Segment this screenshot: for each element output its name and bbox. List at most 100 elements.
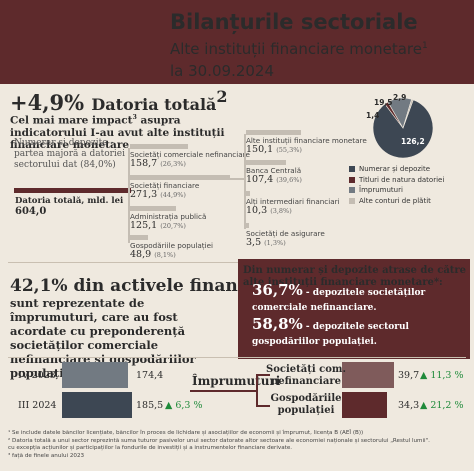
sector-value-pct: (26,3%) bbox=[160, 160, 186, 168]
sector-value-pct: (1,3%) bbox=[264, 239, 286, 247]
sector-bar bbox=[130, 206, 177, 211]
sector-value-number: 107,4 bbox=[246, 174, 277, 185]
sector-value-pct: (55,3%) bbox=[276, 146, 302, 154]
sector-label: Alte instituții financiare monetare bbox=[246, 136, 367, 145]
sector-value: 107,4 (39,6%) bbox=[246, 174, 302, 185]
sector-value: 3,5 (1,3%) bbox=[246, 237, 286, 248]
loans-text: sunt reprezentate de împrumuturi, care a… bbox=[10, 296, 196, 380]
sector-label-companies: Societăți com. nefinanciare bbox=[266, 364, 346, 387]
pie-slice bbox=[402, 98, 414, 129]
legend-swatch bbox=[349, 176, 355, 183]
sector-value: 158,7 (26,3%) bbox=[130, 158, 186, 169]
sector-label: Societăți de asigurare bbox=[246, 229, 325, 238]
footnote: ² Datoria totală a unui sector reprezint… bbox=[8, 437, 430, 444]
debt-structure-pie bbox=[372, 97, 434, 159]
total-debt-value: 604,0 bbox=[15, 206, 47, 217]
report-date: la 30.09.2024 bbox=[170, 62, 275, 80]
loans-arrow bbox=[190, 390, 258, 392]
loans-arrow-branch bbox=[256, 374, 258, 406]
loans-value: 174,4 bbox=[136, 370, 164, 381]
sector-value: 10,3 (3,8%) bbox=[246, 205, 292, 216]
sector-value-number: 3,5 bbox=[246, 237, 265, 248]
sector-bar bbox=[246, 223, 249, 228]
sector-value-pct: (8,1%) bbox=[154, 251, 176, 259]
pie-label-alte-conturi: 1,4 bbox=[366, 111, 380, 120]
footnotes: ¹ Se include datele băncilor licențiate,… bbox=[8, 430, 468, 460]
deposit-share-companies: 36,7% - depozitele societăților comercia… bbox=[252, 281, 426, 314]
pie-slice bbox=[372, 99, 434, 159]
sector-value-pct: (3,8%) bbox=[270, 207, 292, 215]
sector-label-households: Gospodăriile populației bbox=[270, 393, 342, 416]
loans-arrow-bottom bbox=[256, 405, 270, 407]
total-debt-label: Datoria totală, mld. lei bbox=[15, 196, 124, 206]
loans-bar bbox=[62, 362, 128, 388]
sector-loan-change: ▲ 21,2 % bbox=[420, 400, 464, 411]
sector-value-number: 10,3 bbox=[246, 205, 271, 216]
sector-value: 125,1 (20,7%) bbox=[130, 220, 186, 231]
footnote: cu excepția acțiunilor și participațiilo… bbox=[8, 445, 293, 451]
sector-label: Administrația publică bbox=[130, 212, 207, 221]
sector-bar bbox=[246, 130, 302, 135]
legend-item: Titluri de natura datoriei bbox=[349, 175, 474, 186]
deposit-share-households: 58,8% - depozitele sectorul gospodăriilo… bbox=[252, 315, 409, 348]
sector-label: Alți intermediari financiari bbox=[246, 197, 340, 206]
sector-loan-bar bbox=[342, 362, 394, 388]
loans-arrow-top bbox=[256, 374, 270, 376]
sector-bar bbox=[246, 191, 250, 196]
loans-label: Împrumuturi bbox=[192, 374, 281, 388]
loans-bar bbox=[62, 392, 132, 418]
sector-value: 48,9 (8,1%) bbox=[130, 249, 176, 260]
pie-label-imprumuturi: 19,5 bbox=[374, 98, 393, 107]
pie-label-numerar: 126,2 bbox=[401, 137, 425, 146]
sector-label: Gospodăriile populației bbox=[130, 241, 214, 250]
pie-label-titluri: 2,9 bbox=[393, 93, 407, 102]
deposits-box bbox=[238, 259, 470, 359]
footnote: ¹ Se include datele băncilor licențiate,… bbox=[8, 430, 364, 436]
sector-value-number: 48,9 bbox=[130, 249, 155, 260]
sector-bar bbox=[130, 144, 189, 149]
section-divider bbox=[8, 357, 466, 358]
sector-value: 271,3 (44,9%) bbox=[130, 189, 186, 200]
deposits-title: Din numerar și depozite atrase de către … bbox=[243, 265, 467, 288]
loans-value: 185,5 bbox=[136, 400, 164, 411]
sector-value-number: 271,3 bbox=[130, 189, 161, 200]
legend-swatch bbox=[349, 187, 355, 194]
legend-item: Împrumuturi bbox=[349, 185, 474, 196]
growth-headline: +4,9% Datoria totală2 bbox=[10, 87, 228, 115]
sector-bar bbox=[246, 160, 286, 165]
assets-headline: 42,1% din activele financiare bbox=[10, 276, 286, 296]
sector-value: 150,1 (55,3%) bbox=[246, 144, 302, 155]
page-subtitle: Alte instituții financiare monetare1 bbox=[170, 40, 428, 58]
legend-swatch bbox=[349, 197, 355, 204]
sector-value-pct: (39,6%) bbox=[276, 176, 302, 184]
numerar-note: Numerar și depozite - partea majoră a da… bbox=[14, 138, 126, 170]
sector-bar bbox=[130, 235, 149, 240]
sector-label: Societăți financiare bbox=[130, 181, 200, 190]
header-banner bbox=[0, 0, 474, 84]
sector-bar bbox=[130, 175, 230, 180]
loans-period-label: IV 2023 bbox=[18, 370, 56, 381]
connector-line bbox=[128, 148, 130, 243]
page-title: Bilanțurile sectoriale bbox=[170, 10, 418, 34]
footnote: ³ față de finele anului 2023 bbox=[8, 452, 85, 459]
sector-value-number: 125,1 bbox=[130, 220, 161, 231]
sector-label: Banca Centrală bbox=[246, 166, 302, 175]
loans-period-label: III 2024 bbox=[18, 400, 57, 411]
legend-item: Numerar și depozite bbox=[349, 164, 474, 175]
total-debt-bar bbox=[14, 188, 131, 193]
sector-value-number: 150,1 bbox=[246, 144, 277, 155]
sector-value-pct: (20,7%) bbox=[160, 222, 186, 230]
legend-swatch bbox=[349, 166, 355, 173]
sector-loan-change: ▲ 11,3 % bbox=[420, 370, 464, 381]
sector-loan-bar bbox=[342, 392, 387, 418]
sector-value-pct: (44,9%) bbox=[160, 191, 186, 199]
connector-line bbox=[230, 178, 246, 180]
loans-change: ▲ 6,3 % bbox=[165, 400, 203, 411]
impact-text: Cel mai mare impact3 asupra indicatorulu… bbox=[10, 114, 225, 151]
legend-item: Alte conturi de plătit bbox=[349, 196, 474, 207]
section-divider bbox=[8, 262, 466, 263]
sector-loan-value: 34,3 bbox=[398, 400, 420, 411]
sector-value-number: 158,7 bbox=[130, 158, 161, 169]
sector-loan-value: 39,7 bbox=[398, 370, 420, 381]
sector-label: Societăți comerciale nefinanciare bbox=[130, 150, 250, 159]
